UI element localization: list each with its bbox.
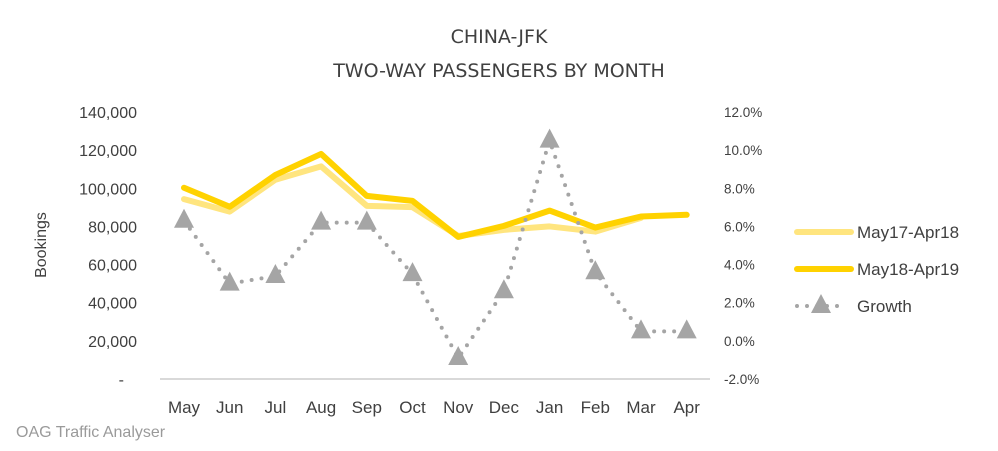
growth-point-marker — [174, 208, 194, 228]
growth-point-marker — [631, 319, 651, 339]
x-tick-label: Aug — [306, 398, 336, 417]
x-tick-label: Jan — [536, 398, 563, 417]
y2-tick-label: 0.0% — [724, 334, 755, 349]
y-tick-label: 40,000 — [88, 296, 137, 313]
series-line-may18-apr19 — [181, 150, 690, 240]
x-tick-label: Dec — [489, 398, 520, 417]
series-line-may17-apr18 — [181, 163, 644, 239]
legend-item: May18-Apr19 — [794, 260, 959, 279]
x-tick-label: Mar — [626, 398, 656, 417]
legend-item: Growth — [795, 294, 912, 316]
y2-tick-label: 4.0% — [724, 258, 755, 273]
y-tick-label: 60,000 — [88, 258, 137, 275]
legend-label: Growth — [857, 297, 912, 316]
growth-point-marker — [676, 319, 697, 339]
growth-point-marker — [265, 264, 286, 284]
y2-tick-label: 10.0% — [724, 143, 762, 158]
x-tick-label: Jun — [216, 398, 243, 417]
y2-tick-label: 12.0% — [724, 105, 762, 120]
y-tick-label: 100,000 — [79, 181, 137, 198]
growth-point-marker — [219, 271, 240, 291]
growth-point-marker — [493, 279, 514, 299]
x-tick-label: Sep — [352, 398, 382, 417]
x-tick-label: Apr — [673, 398, 700, 417]
series-line-growth — [182, 134, 689, 362]
chart-title-line-2: TWO-WAY PASSENGERS BY MONTH — [332, 60, 665, 82]
y-tick-label: 20,000 — [88, 334, 137, 351]
y2-tick-label: 6.0% — [724, 219, 755, 234]
growth-point-marker — [539, 128, 560, 148]
x-tick-label: Oct — [399, 398, 426, 417]
y-tick-label: 120,000 — [79, 143, 137, 160]
x-tick-label: Feb — [581, 398, 610, 417]
growth-point-marker — [356, 210, 377, 230]
x-tick-label: May — [168, 398, 201, 417]
growth-point-marker — [311, 210, 332, 230]
footer-source: OAG Traffic Analyser — [16, 424, 166, 441]
legend-label: May17-Apr18 — [857, 223, 959, 242]
growth-point-marker — [585, 260, 606, 280]
legend-label: May18-Apr19 — [857, 260, 959, 279]
y2-tick-label: -2.0% — [724, 372, 759, 387]
x-tick-label: Nov — [443, 398, 474, 417]
chart-title-line-1: CHINA-JFK — [451, 26, 548, 48]
y-tick-label: 140,000 — [79, 105, 137, 122]
legend-triangle-icon — [811, 294, 831, 313]
y2-tick-label: 8.0% — [724, 181, 755, 196]
y-axis-label: Bookings — [33, 212, 50, 278]
legend-item: May17-Apr18 — [794, 223, 959, 242]
x-tick-label: Jul — [265, 398, 287, 417]
y2-tick-label: 2.0% — [724, 296, 755, 311]
y-tick-label: - — [119, 372, 124, 389]
growth-point-marker — [448, 346, 469, 366]
y-tick-label: 80,000 — [88, 219, 137, 236]
growth-point-marker — [402, 262, 423, 282]
